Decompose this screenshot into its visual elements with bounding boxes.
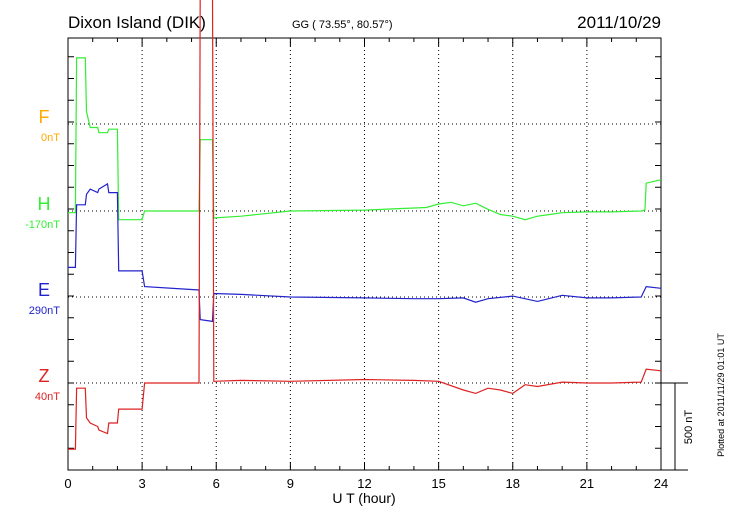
x-tick-label: 0 bbox=[64, 476, 71, 491]
scale-bar: 500 nT bbox=[661, 382, 695, 471]
series-line-e bbox=[68, 182, 662, 323]
plotted-at-note: Plotted at 2011/11/29 01:01 UT bbox=[716, 333, 726, 457]
axis-ticks bbox=[67, 38, 662, 471]
series-offset-h: -170nT bbox=[25, 219, 60, 231]
x-tick-label: 6 bbox=[213, 476, 220, 491]
series-labels: F 0nT H -170nT E 290nT Z 40nT bbox=[25, 107, 60, 403]
x-tick-label: 12 bbox=[357, 476, 371, 491]
series-offset-f: 0nT bbox=[41, 132, 60, 144]
series-line-h bbox=[68, 57, 662, 221]
data-series bbox=[68, 0, 662, 450]
x-tick-label: 3 bbox=[139, 476, 146, 491]
x-axis-label: U T (hour) bbox=[332, 490, 395, 506]
plot-date: 2011/10/29 bbox=[577, 13, 661, 32]
station-title: Dixon Island (DIK) bbox=[68, 13, 206, 32]
station-coordinates: GG ( 73.55°, 80.57°) bbox=[292, 19, 393, 31]
x-tick-label: 24 bbox=[654, 476, 668, 491]
x-tick-label: 18 bbox=[506, 476, 520, 491]
x-tick-labels: 0 3 6 9 12 15 18 21 24 bbox=[64, 476, 668, 491]
x-tick-label: 21 bbox=[580, 476, 594, 491]
series-line-z bbox=[68, 0, 662, 450]
series-name-z: Z bbox=[39, 366, 50, 386]
series-offset-e: 290nT bbox=[29, 305, 60, 317]
x-tick-label: 15 bbox=[431, 476, 445, 491]
x-tick-label: 9 bbox=[287, 476, 294, 491]
scale-bar-label: 500 nT bbox=[683, 410, 695, 445]
series-name-e: E bbox=[38, 280, 50, 300]
series-name-f: F bbox=[39, 107, 50, 127]
series-name-h: H bbox=[38, 194, 51, 214]
series-offset-z: 40nT bbox=[35, 391, 60, 403]
grid-lines bbox=[68, 38, 661, 470]
